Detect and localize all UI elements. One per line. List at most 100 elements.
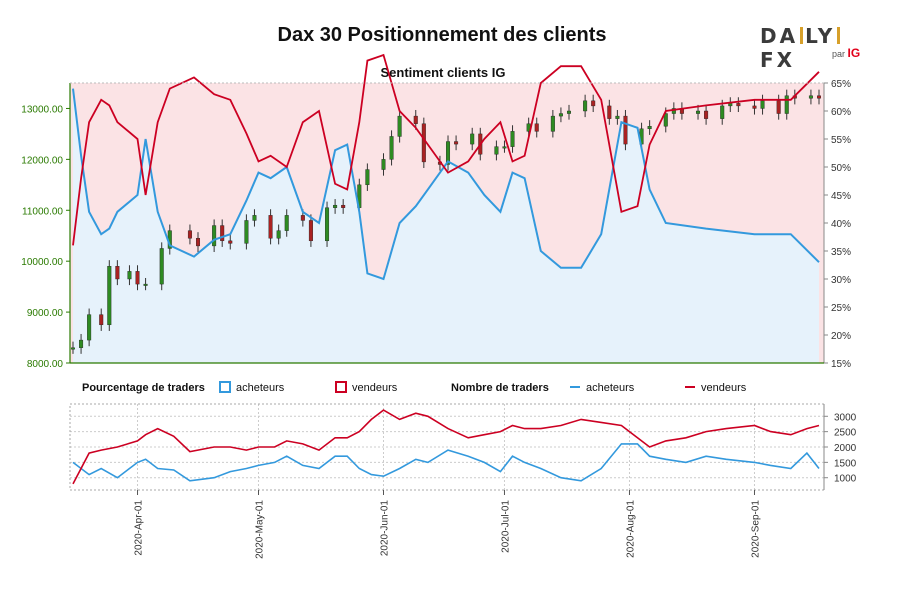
candle-body <box>558 113 563 117</box>
logo-text-mid: LY <box>805 24 836 48</box>
candle-body <box>720 105 725 119</box>
pct-tick-label: 50% <box>831 163 851 174</box>
candle-body <box>228 240 233 244</box>
candle-body <box>784 95 789 114</box>
candle-body <box>728 103 733 107</box>
candle-body <box>446 141 451 165</box>
pct-tick-label: 40% <box>831 219 851 230</box>
price-tick-label: 13000.00 <box>21 104 63 115</box>
candle-body <box>187 230 192 239</box>
pct-tick-label: 65% <box>831 79 851 90</box>
candle-body <box>647 126 652 130</box>
candle-body <box>135 271 140 285</box>
candle-body <box>244 220 249 244</box>
logo-bar <box>800 27 804 44</box>
price-tick-label: 9000.00 <box>27 308 64 319</box>
pct-tick-label: 45% <box>831 191 851 202</box>
candle-body <box>220 225 225 242</box>
candle-body <box>696 110 701 114</box>
candle-body <box>454 141 459 145</box>
count-tick-label: 1500 <box>834 458 857 469</box>
candle-body <box>470 133 475 145</box>
logo-bar <box>837 27 841 44</box>
candle-body <box>502 146 507 149</box>
candle-body <box>308 220 313 242</box>
legend-pct-buyers: acheteurs <box>236 382 285 394</box>
price-tick-label: 12000.00 <box>21 155 63 166</box>
pct-tick-label: 35% <box>831 247 851 258</box>
candle-body <box>534 123 539 132</box>
count-axes: 1000 1500 2000 2500 3000 <box>69 403 857 491</box>
candle-body <box>583 100 588 112</box>
candle-body <box>333 204 338 208</box>
candle-body <box>284 215 289 231</box>
candle-body <box>607 105 612 119</box>
candle-body <box>760 100 765 109</box>
candle-body <box>663 113 668 127</box>
candle-body <box>808 95 813 99</box>
candle-body <box>252 215 257 221</box>
candle-body <box>99 314 104 326</box>
candle-body <box>365 169 370 186</box>
candle-body <box>268 215 273 239</box>
x-axis: 2020-Apr-01 2020-May-01 2020-Jun-01 2020-Ju… <box>134 490 761 559</box>
pct-tick-label: 60% <box>831 107 851 118</box>
candle-body <box>623 115 628 145</box>
candle-body <box>70 347 75 350</box>
count-tick-label: 2000 <box>834 443 857 454</box>
pct-area <box>70 83 824 363</box>
x-tick-label: 2020-May-01 <box>254 500 265 559</box>
sellers-pct-line <box>72 53 820 246</box>
x-tick-label: 2020-Jun-01 <box>379 500 390 557</box>
count-lines <box>72 409 820 485</box>
candle-body <box>413 115 418 124</box>
price-tick-label: 8000.00 <box>27 359 64 370</box>
candle-body <box>87 314 92 341</box>
pct-tick-label: 15% <box>831 359 851 370</box>
candle-body <box>817 95 822 99</box>
candle-body <box>704 110 709 119</box>
candle-body <box>107 266 112 326</box>
candle-body <box>159 248 164 285</box>
count-tick-label: 2500 <box>834 428 857 439</box>
x-tick-label: 2020-Jul-01 <box>500 500 511 553</box>
candle-body <box>566 110 571 114</box>
candle-body <box>776 100 781 114</box>
legend-pct-buyers-swatch <box>219 381 231 393</box>
logo-text-right: FX <box>760 48 796 72</box>
legend: Pourcentage de traders acheteurs vendeur… <box>82 381 747 394</box>
legend-count-sellers: vendeurs <box>701 382 747 394</box>
pct-tick-label: 25% <box>831 303 851 314</box>
sellers-count-line <box>72 409 820 485</box>
candle-body <box>550 115 555 132</box>
candle-body <box>300 215 305 221</box>
count-tick-label: 1000 <box>834 474 857 485</box>
candle-body <box>212 225 217 247</box>
pct-tick-label: 55% <box>831 135 851 146</box>
buyers-pct-line <box>72 88 820 281</box>
candle-body <box>421 123 426 163</box>
candle-body <box>341 204 346 208</box>
legend-pct-sellers-swatch <box>335 381 347 393</box>
x-tick-label: 2020-Apr-01 <box>134 500 145 556</box>
candle-body <box>276 230 281 239</box>
candle-body <box>615 115 620 119</box>
price-tick-label: 10000.00 <box>21 257 63 268</box>
candle-body <box>143 283 148 286</box>
price-tick-label: 11000.00 <box>22 206 63 217</box>
candle-body <box>115 266 120 280</box>
logo-brand: IG <box>847 46 861 60</box>
candle-body <box>325 207 330 242</box>
count-tick-label: 3000 <box>834 412 857 423</box>
chart-subtitle: Sentiment clients IG <box>381 65 506 80</box>
legend-count-title: Nombre de traders <box>451 382 549 394</box>
legend-pct-sellers: vendeurs <box>352 382 398 394</box>
x-tick-label: 2020-Aug-01 <box>625 500 636 558</box>
candle-body <box>510 131 515 147</box>
count-gridlines <box>70 404 824 490</box>
candle-body <box>79 339 84 348</box>
buyers-count-line <box>72 443 820 482</box>
pct-tick-label: 20% <box>831 331 851 342</box>
main-axes: 8000.00 9000.00 10000.00 11000.00 12000.00 13… <box>21 79 851 370</box>
candle-body <box>494 146 499 155</box>
